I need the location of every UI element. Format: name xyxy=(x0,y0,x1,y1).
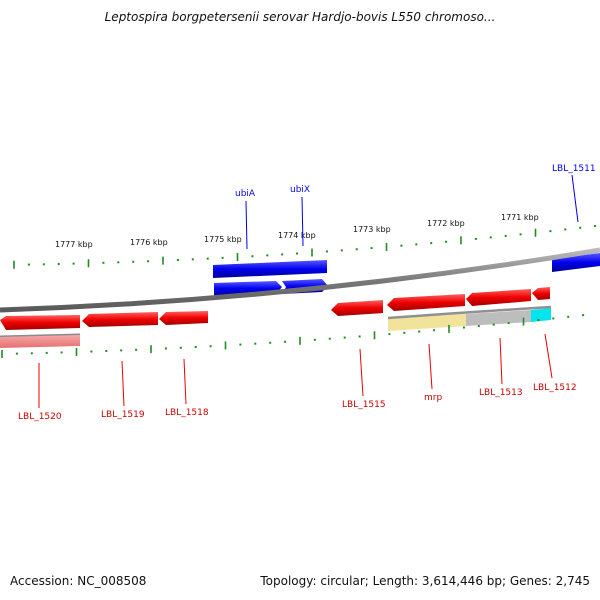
band-gray-line xyxy=(387,305,552,320)
forward-gene-labels: ubiA ubiX LBL_1511 xyxy=(235,164,596,250)
band-cyan xyxy=(531,308,551,322)
feature-band xyxy=(387,305,552,331)
label-LBL-1513: LBL_1513 xyxy=(479,388,523,398)
scale-label-1777: 1777 kbp xyxy=(55,240,93,249)
lower-scale-ticks xyxy=(1,314,585,358)
accession-text: Accession: NC_008508 xyxy=(10,574,147,588)
label-LBL-1515: LBL_1515 xyxy=(342,400,386,410)
scale-label-1772: 1772 kbp xyxy=(427,219,465,228)
label-LBL-1512: LBL_1512 xyxy=(533,383,577,393)
reverse-gene-labels: LBL_1520 LBL_1519 LBL_1518 LBL_1515 mrp … xyxy=(18,333,577,422)
label-LBL-1511: LBL_1511 xyxy=(552,164,596,174)
gene-mrp[interactable] xyxy=(387,294,465,311)
genome-stats-text: Topology: circular; Length: 3,614,446 bp… xyxy=(260,574,590,588)
label-ubiX: ubiX xyxy=(290,185,310,195)
scale-labels: 1777 kbp 1776 kbp 1775 kbp 1774 kbp 1773… xyxy=(55,213,539,249)
gene-LBL-1513[interactable] xyxy=(466,289,531,306)
label-LBL-1518: LBL_1518 xyxy=(165,408,209,418)
upper-scale-ticks xyxy=(13,224,597,269)
scale-label-1774: 1774 kbp xyxy=(278,231,316,240)
scale-label-1773: 1773 kbp xyxy=(353,225,391,234)
reverse-genes xyxy=(0,287,550,348)
label-mrp: mrp xyxy=(424,393,442,403)
gene-LBL-1520-pale[interactable] xyxy=(0,335,80,348)
band-yellow xyxy=(388,314,466,331)
scale-label-1771: 1771 kbp xyxy=(501,213,539,222)
genome-backbone xyxy=(0,247,600,313)
gene-LBL-1515[interactable] xyxy=(331,300,383,316)
scale-label-1776: 1776 kbp xyxy=(130,238,168,247)
gene-LBL-1518[interactable] xyxy=(159,311,208,325)
band-gray xyxy=(466,310,531,326)
label-LBL-1519: LBL_1519 xyxy=(101,410,145,420)
label-LBL-1520: LBL_1520 xyxy=(18,412,62,422)
scale-label-1775: 1775 kbp xyxy=(204,235,242,244)
gene-ubiA-top[interactable] xyxy=(213,260,327,278)
gene-LBL-1512[interactable] xyxy=(532,287,550,300)
gene-LBL-1519[interactable] xyxy=(82,312,158,327)
gene-LBL-1520[interactable] xyxy=(0,315,80,330)
map-title: Leptospira borgpetersenii serovar Hardjo… xyxy=(104,10,496,24)
label-ubiA: ubiA xyxy=(235,189,256,199)
